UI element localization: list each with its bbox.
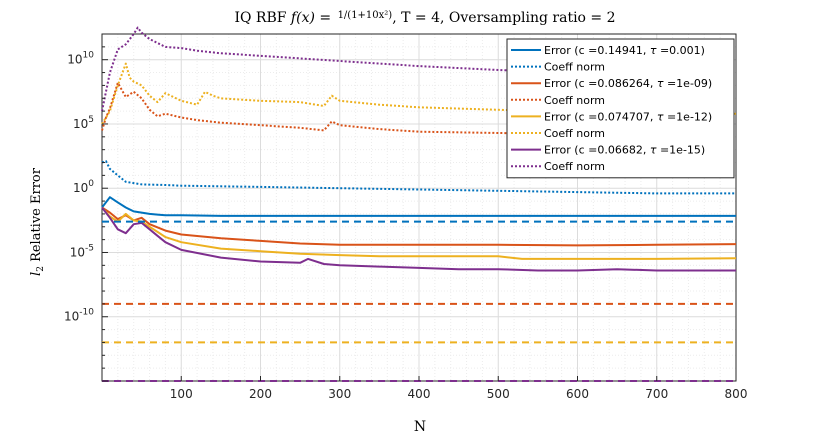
x-axis-label: N <box>414 419 426 435</box>
coeff-norm-line-7 <box>101 26 737 112</box>
error-line-0 <box>101 196 736 217</box>
ticks-layer: 100 200 300 400 500 600 700 800 1010 105 100 10-5 10… <box>64 33 748 401</box>
error-line-6 <box>101 206 736 272</box>
coeff-norm-line-5 <box>101 62 736 125</box>
legend-label: Coeff norm <box>544 160 605 173</box>
y-tick-label: 100 <box>73 179 94 195</box>
x-tick-label: 500 <box>487 387 510 401</box>
series-layer <box>101 26 737 382</box>
y-tick-label: 1010 <box>67 51 94 67</box>
x-tick-label: 700 <box>645 387 668 401</box>
legend-label: Coeff norm <box>544 127 605 140</box>
chart-title: IQ RBF f(x) = 1/(1+10x²), T = 4, Oversam… <box>234 10 615 26</box>
coeff-norm-line-1 <box>101 160 736 195</box>
x-tick-label: 300 <box>328 387 351 401</box>
x-tick-label: 400 <box>408 387 431 401</box>
legend-label: Coeff norm <box>544 61 605 74</box>
x-tick-label: 100 <box>170 387 193 401</box>
legend-label: Error (c =0.074707, τ =1e-12) <box>544 110 712 123</box>
legend-label: Error (c =0.086264, τ =1e-09) <box>544 77 712 90</box>
y-tick-label: 10-10 <box>64 308 94 324</box>
legend-box <box>506 38 735 179</box>
x-tick-label: 800 <box>725 387 748 401</box>
title-frac: 1/(1+10x²) <box>338 10 393 21</box>
x-tick-label: 600 <box>566 387 589 401</box>
legend: Error (c =0.14941, τ =0.001) Coeff norm Er… <box>506 38 735 179</box>
y-axis-label: l2 Relative Error <box>29 167 46 276</box>
x-tick-label: 200 <box>249 387 272 401</box>
legend-label: Error (c =0.06682, τ =1e-15) <box>544 144 705 157</box>
legend-label: Error (c =0.14941, τ =0.001) <box>544 44 705 57</box>
legend-label: Coeff norm <box>544 94 605 107</box>
error-line-4 <box>101 206 737 260</box>
y-tick-label: 10-5 <box>70 243 94 259</box>
y-tick-label: 105 <box>73 115 94 131</box>
